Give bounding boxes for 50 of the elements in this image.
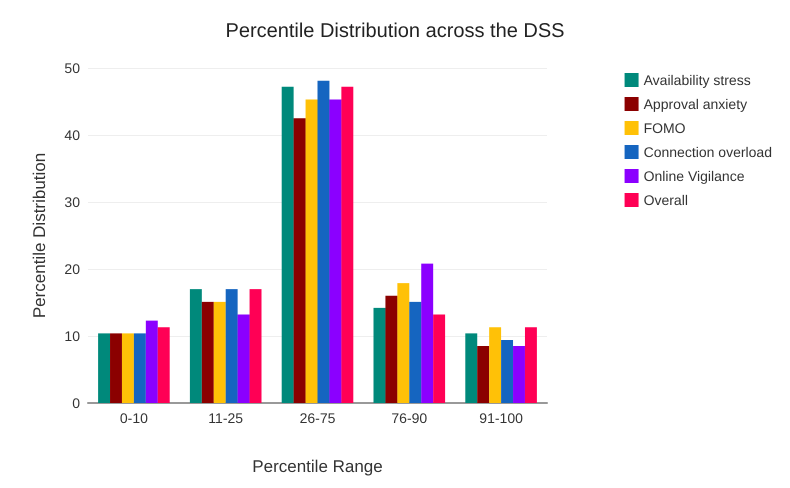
bar [146,320,158,403]
legend-label: FOMO [644,120,686,136]
x-tick-label: 11-25 [208,410,244,426]
bar [226,289,238,403]
bar [282,86,294,403]
bar [318,80,330,403]
legend-label: Availability stress [644,72,751,88]
x-tick-label: 26-75 [300,410,336,426]
bar [134,333,146,403]
bar [250,289,262,403]
bar [409,302,422,403]
bar [214,302,226,403]
x-tick-label: 0-10 [120,410,148,426]
legend-label: Online Vigilance [644,168,745,184]
y-tick-label: 40 [64,127,80,143]
bar [385,296,398,403]
bar [98,333,110,403]
bar [341,86,354,403]
y-axis-title: Percentile Distribution [30,152,49,318]
bar [501,340,514,403]
bar [294,118,306,403]
bar [513,346,525,403]
bar [122,333,134,403]
bar [421,264,434,403]
bar [329,99,342,403]
bar [524,327,537,403]
y-tick-label: 10 [64,328,80,344]
legend-label: Approval anxiety [644,96,748,112]
bar [306,99,318,403]
bar [397,283,410,403]
y-tick-label: 0 [72,395,80,411]
bar [110,333,122,403]
y-tick-label: 20 [64,261,80,277]
bar [190,289,202,403]
x-axis-title: Percentile Range [252,457,383,476]
bar [489,327,502,403]
x-tick-label: 76-90 [391,410,428,426]
bar [477,346,490,403]
y-tick-label: 30 [64,194,80,210]
bar [374,308,386,403]
legend-label: Connection overload [644,144,772,160]
y-tick-label: 50 [64,60,80,76]
bar [158,327,170,403]
bar [465,333,478,403]
legend-label: Overall [644,192,688,208]
bar [433,314,446,403]
chart-title: Percentile Distribution across the DSS [225,20,565,42]
bar [202,302,214,403]
bar [238,314,250,403]
x-tick-label: 91-100 [479,410,524,426]
